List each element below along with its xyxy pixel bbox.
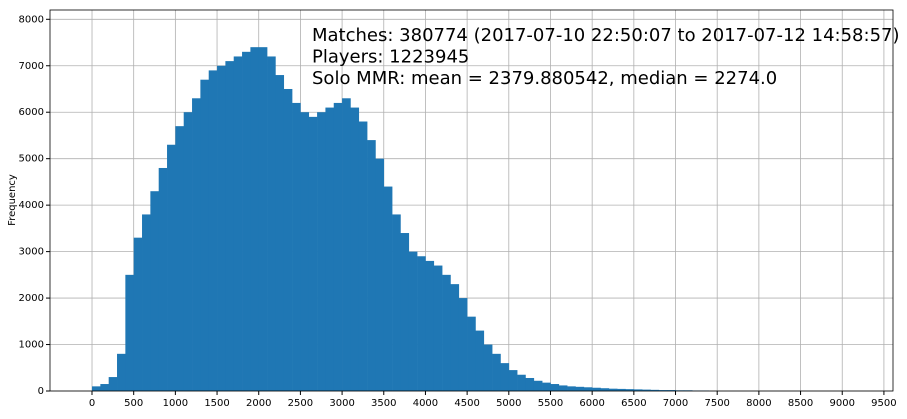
bar [584,387,593,391]
x-tick-label: 0 [89,398,95,409]
x-tick-label: 7500 [704,398,729,409]
y-tick-label: 7000 [19,61,44,72]
bar [359,122,368,391]
bar [384,187,393,391]
x-tick-label: 500 [124,398,143,409]
y-axis-label: Frequency [7,174,18,226]
bar [309,117,318,391]
bar [442,275,451,391]
bar [417,256,426,391]
bar [392,214,401,391]
x-tick-label: 3000 [329,398,354,409]
bar [484,345,493,391]
bar [100,384,109,391]
bar [300,112,309,391]
bar [250,47,259,391]
bar [184,112,193,391]
y-tick-label: 0 [38,386,44,397]
x-tick-label: 6500 [621,398,646,409]
bar [592,388,601,391]
bar [109,377,118,391]
bar [267,56,276,391]
annotation: Solo MMR: mean = 2379.880542, median = 2… [312,68,777,89]
bar [367,140,376,391]
bar [450,284,459,391]
x-tick-label: 4000 [413,398,438,409]
bar [559,385,568,391]
bar [142,214,151,391]
bar [350,108,359,391]
bar [525,378,534,391]
bar [209,70,218,391]
bar [275,75,284,391]
bar [92,386,101,391]
x-tick-label: 4500 [454,398,479,409]
y-tick-label: 6000 [19,107,44,118]
x-tick-label: 9000 [830,398,855,409]
bar [175,126,184,391]
x-tick-label: 8500 [788,398,813,409]
bar [242,52,251,391]
bar [342,98,351,391]
x-tick-label: 2000 [246,398,271,409]
x-tick-label: 6000 [579,398,604,409]
bar [600,388,609,391]
bar [425,261,434,391]
bar [500,363,509,391]
bar [117,354,126,391]
bar [192,98,201,391]
y-tick-label: 5000 [19,154,44,165]
bar [409,252,418,391]
bar [225,61,234,391]
y-tick-label: 4000 [19,200,44,211]
bar [259,47,268,391]
x-tick-label: 1000 [163,398,188,409]
bar [575,387,584,391]
bar [334,103,343,391]
bar [517,375,526,391]
bar [459,298,468,391]
bar [400,233,409,391]
bar [434,266,443,391]
bar [567,386,576,391]
x-tick-label: 9500 [871,398,896,409]
bar [375,159,384,391]
y-tick-label: 1000 [19,340,44,351]
y-tick-label: 2000 [19,293,44,304]
x-tick-label: 5500 [538,398,563,409]
bar [492,354,501,391]
bar [292,103,301,391]
bar [325,108,334,391]
x-tick-label: 5000 [496,398,521,409]
x-tick-label: 7000 [663,398,688,409]
y-tick-label: 8000 [19,14,44,25]
bar [509,370,518,391]
bar [150,191,159,391]
bar [550,384,559,391]
bar [284,89,293,391]
x-tick-label: 1500 [204,398,229,409]
annotation: Matches: 380774 (2017-07-10 22:50:07 to … [312,25,900,46]
bar [134,238,143,391]
bar [542,383,551,391]
bar [159,168,168,391]
bar [534,381,543,391]
y-tick-label: 3000 [19,247,44,258]
bar [125,275,134,391]
bar [234,56,243,391]
x-tick-label: 3500 [371,398,396,409]
bar [200,80,209,391]
annotation: Players: 1223945 [312,47,469,68]
bar [475,331,484,391]
x-tick-label: 8000 [746,398,771,409]
bar [317,112,326,391]
bar [167,145,176,391]
bar [217,66,226,391]
bar [467,317,476,391]
x-tick-label: 2500 [288,398,313,409]
